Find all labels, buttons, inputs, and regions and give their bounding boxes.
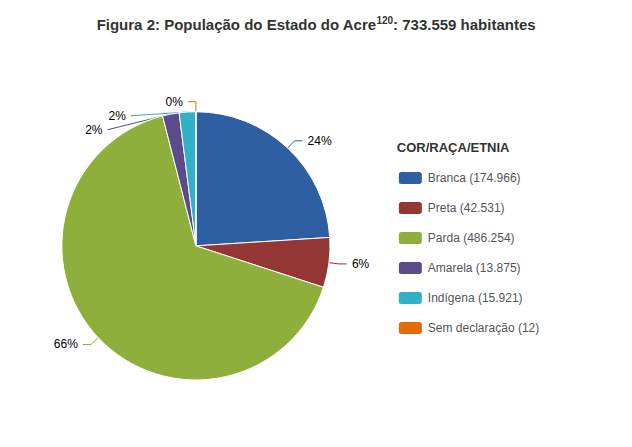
svg-text:COR/RAÇA/ETNIA: COR/RAÇA/ETNIA: [397, 140, 510, 155]
svg-text:: 733.559 habitantes: : 733.559 habitantes: [393, 16, 536, 33]
svg-text:Figura 2: População do Estado: Figura 2: População do Estado do Acre: [97, 16, 377, 33]
svg-text:24%: 24%: [308, 134, 332, 148]
svg-text:6%: 6%: [352, 257, 370, 271]
svg-text:Indígena (15.921): Indígena (15.921): [428, 291, 523, 305]
svg-text:Parda (486.254): Parda (486.254): [428, 231, 515, 245]
svg-text:2%: 2%: [85, 123, 103, 137]
svg-text:120: 120: [376, 15, 393, 26]
svg-text:Branca (174.966): Branca (174.966): [428, 171, 521, 185]
svg-text:Preta (42.531): Preta (42.531): [428, 201, 505, 215]
svg-text:Sem declaração (12): Sem declaração (12): [428, 321, 539, 335]
svg-text:2%: 2%: [108, 109, 126, 123]
svg-text:66%: 66%: [54, 337, 78, 351]
svg-text:0%: 0%: [166, 95, 184, 109]
svg-text:Amarela (13.875): Amarela (13.875): [428, 261, 521, 275]
